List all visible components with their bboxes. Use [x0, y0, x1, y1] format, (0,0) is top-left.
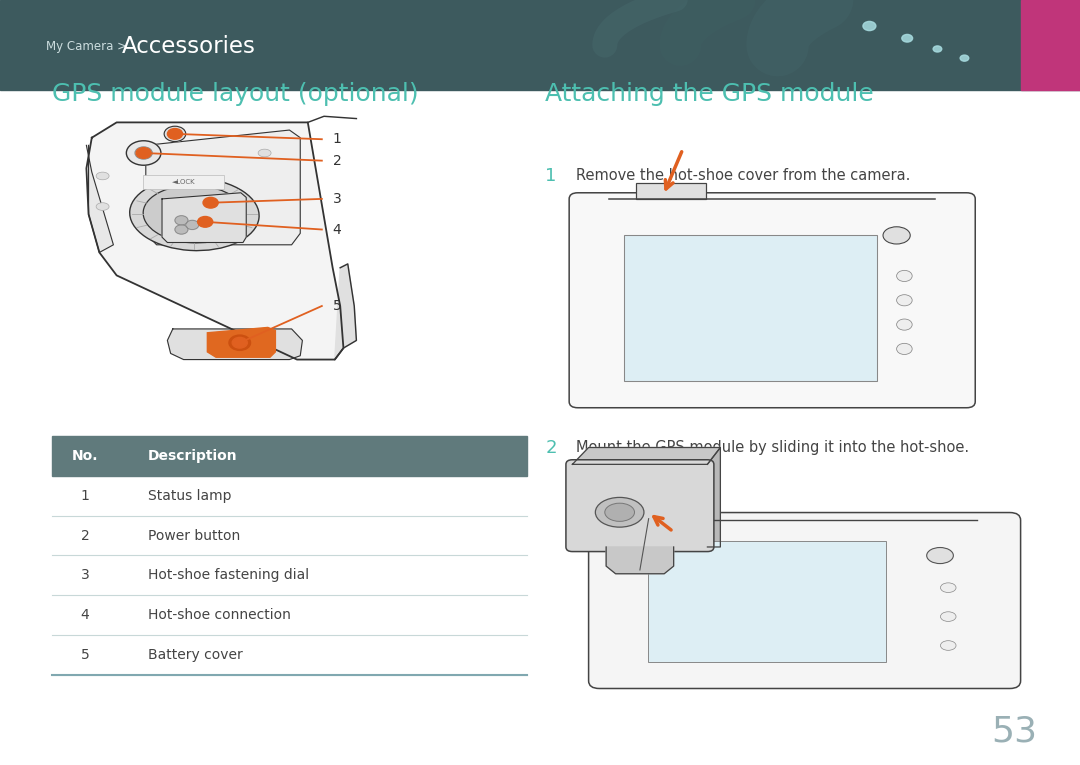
Circle shape	[186, 220, 199, 230]
Text: 1: 1	[545, 167, 557, 185]
Text: 2: 2	[81, 529, 90, 542]
Polygon shape	[335, 264, 356, 360]
Polygon shape	[146, 130, 300, 245]
Polygon shape	[86, 145, 113, 252]
Circle shape	[933, 46, 942, 52]
Circle shape	[126, 141, 161, 165]
Circle shape	[175, 216, 188, 225]
Polygon shape	[207, 327, 275, 357]
Text: 3: 3	[81, 568, 90, 582]
Text: 53: 53	[990, 715, 1037, 748]
Ellipse shape	[595, 497, 644, 527]
Polygon shape	[707, 448, 720, 547]
Ellipse shape	[941, 641, 956, 650]
Text: 3: 3	[333, 192, 341, 206]
Bar	[636, 183, 706, 199]
Bar	[143, 175, 224, 189]
Circle shape	[902, 34, 913, 42]
Circle shape	[863, 21, 876, 31]
Text: Hot-shoe fastening dial: Hot-shoe fastening dial	[148, 568, 309, 582]
FancyBboxPatch shape	[566, 460, 714, 552]
Ellipse shape	[144, 185, 245, 243]
Circle shape	[175, 225, 188, 234]
Text: 2: 2	[545, 438, 557, 457]
Circle shape	[198, 216, 213, 227]
Ellipse shape	[927, 548, 954, 564]
Text: 1: 1	[81, 489, 90, 503]
Text: GPS module layout (optional): GPS module layout (optional)	[52, 82, 418, 106]
Circle shape	[167, 129, 183, 139]
Text: 5: 5	[333, 299, 341, 313]
Text: 1: 1	[333, 132, 341, 146]
Text: Battery cover: Battery cover	[148, 648, 243, 662]
Ellipse shape	[896, 270, 913, 282]
Polygon shape	[167, 329, 302, 360]
Bar	[620, 513, 677, 520]
Text: Mount the GPS module by sliding it into the hot-shoe.: Mount the GPS module by sliding it into …	[576, 440, 969, 455]
Circle shape	[136, 148, 151, 158]
Text: ◄LOCK: ◄LOCK	[172, 179, 195, 185]
Text: 5: 5	[81, 648, 90, 662]
Ellipse shape	[896, 343, 913, 354]
Ellipse shape	[941, 583, 956, 592]
Circle shape	[135, 147, 152, 159]
Ellipse shape	[130, 177, 259, 251]
Text: 4: 4	[333, 223, 341, 236]
Bar	[1021, 0, 1080, 90]
Circle shape	[203, 197, 218, 208]
Ellipse shape	[883, 226, 910, 244]
Text: Accessories: Accessories	[122, 35, 256, 58]
Text: My Camera >: My Camera >	[46, 41, 131, 54]
Text: Hot-shoe connection: Hot-shoe connection	[148, 608, 291, 622]
Polygon shape	[86, 122, 343, 360]
Text: Description: Description	[148, 449, 238, 463]
Text: No.: No.	[72, 449, 98, 463]
Ellipse shape	[96, 203, 109, 210]
Polygon shape	[572, 448, 720, 464]
Ellipse shape	[605, 503, 635, 522]
FancyBboxPatch shape	[569, 193, 975, 408]
Bar	[52, 436, 527, 476]
Ellipse shape	[896, 295, 913, 306]
Polygon shape	[162, 193, 246, 243]
FancyBboxPatch shape	[589, 513, 1021, 688]
Circle shape	[164, 126, 186, 142]
Text: Remove the hot-shoe cover from the camera.: Remove the hot-shoe cover from the camer…	[576, 168, 910, 184]
Text: 2: 2	[333, 154, 341, 168]
Ellipse shape	[96, 172, 109, 180]
Text: 4: 4	[81, 608, 90, 622]
Text: Attaching the GPS module: Attaching the GPS module	[545, 82, 874, 106]
Ellipse shape	[896, 319, 913, 330]
Text: Power button: Power button	[148, 529, 240, 542]
Text: Status lamp: Status lamp	[148, 489, 231, 503]
Polygon shape	[606, 547, 674, 574]
Circle shape	[229, 335, 251, 350]
Bar	[648, 542, 886, 662]
Ellipse shape	[941, 612, 956, 621]
Bar	[624, 236, 877, 382]
Circle shape	[960, 55, 969, 61]
Ellipse shape	[258, 149, 271, 157]
Circle shape	[232, 337, 247, 348]
Bar	[0, 0, 1080, 90]
